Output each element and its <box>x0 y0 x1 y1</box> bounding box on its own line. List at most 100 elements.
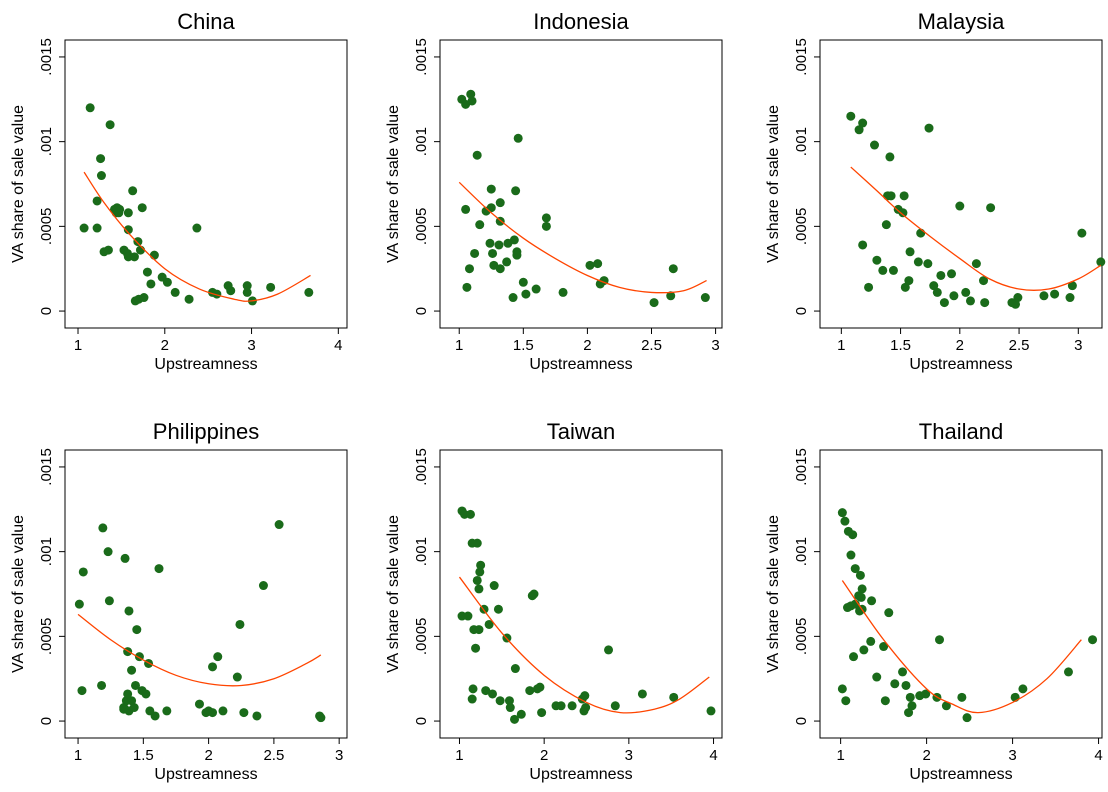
point <box>879 642 889 652</box>
y-tick-label: .001 <box>793 537 810 566</box>
point <box>485 238 495 248</box>
point <box>901 680 911 690</box>
point <box>923 259 933 269</box>
y-tick-label: 0 <box>38 717 55 725</box>
y-axis-label: VA share of sale value <box>385 105 402 263</box>
point <box>150 711 160 721</box>
x-axis-label: Upstreamness <box>529 766 632 783</box>
y-tick-label: .001 <box>793 127 810 156</box>
point <box>142 267 152 277</box>
point <box>886 191 896 201</box>
x-tick-label: 1.5 <box>890 337 911 354</box>
point <box>133 237 143 247</box>
point <box>242 281 252 291</box>
point <box>123 689 133 699</box>
point <box>971 259 981 269</box>
point <box>884 608 894 618</box>
y-tick-label: .0015 <box>38 448 55 486</box>
point <box>965 296 975 306</box>
x-tick-label: 4 <box>709 747 717 764</box>
point <box>127 696 137 706</box>
point <box>961 287 971 297</box>
point <box>85 103 95 113</box>
point <box>127 665 137 675</box>
point <box>123 208 133 218</box>
point <box>476 560 486 570</box>
panel: Philippines Upstreamness VA share of sale … <box>10 419 348 783</box>
point <box>904 276 914 286</box>
x-axis-label: Upstreamness <box>909 356 1012 373</box>
point <box>1063 667 1073 677</box>
point <box>890 679 900 689</box>
point <box>856 592 866 602</box>
point <box>146 279 156 289</box>
point <box>581 703 591 713</box>
point <box>866 636 876 646</box>
point <box>949 291 959 301</box>
point <box>1018 684 1028 694</box>
point <box>556 701 566 711</box>
point <box>162 277 172 287</box>
point <box>888 265 898 275</box>
point <box>941 701 951 711</box>
point <box>848 530 858 540</box>
point <box>962 713 972 723</box>
panel-title: Philippines <box>153 419 259 444</box>
point <box>518 277 528 287</box>
point <box>461 204 471 214</box>
point <box>463 611 473 621</box>
point <box>139 293 149 303</box>
point <box>706 706 716 716</box>
point <box>98 523 108 533</box>
point <box>867 596 877 606</box>
point <box>104 596 114 606</box>
panel: Indonesia Upstreamness VA share of sale va… <box>385 9 723 373</box>
point <box>916 228 926 238</box>
point <box>511 186 521 196</box>
x-tick-label: 3 <box>625 747 633 764</box>
point <box>495 264 505 274</box>
point <box>880 696 890 706</box>
point <box>232 672 242 682</box>
plot-frame <box>64 449 348 739</box>
y-tick-label: .001 <box>38 127 55 156</box>
point <box>649 298 659 308</box>
point <box>939 298 949 308</box>
y-tick-label: .0005 <box>38 618 55 656</box>
point <box>137 203 147 213</box>
point <box>610 701 620 711</box>
point <box>489 581 499 591</box>
point <box>913 257 923 267</box>
point <box>468 684 478 694</box>
y-tick-label: 0 <box>38 307 55 315</box>
point <box>510 664 520 674</box>
point <box>872 672 882 682</box>
x-tick-label: 3 <box>711 337 719 354</box>
point <box>537 708 547 718</box>
point <box>593 259 603 269</box>
point <box>132 625 142 635</box>
point <box>841 696 851 706</box>
point <box>905 692 915 702</box>
fit-line <box>458 576 710 714</box>
point <box>979 276 989 286</box>
point <box>1013 293 1023 303</box>
point <box>77 686 87 696</box>
x-tick-label: 3 <box>1074 337 1082 354</box>
point <box>898 208 908 218</box>
point <box>170 287 180 297</box>
x-tick-label: 1 <box>836 747 844 764</box>
point <box>475 220 485 230</box>
point <box>855 570 865 580</box>
panel-title: Taiwan <box>547 419 615 444</box>
x-axis-label: Upstreamness <box>909 766 1012 783</box>
point <box>512 250 522 260</box>
point <box>567 701 577 711</box>
plot-frame <box>439 39 723 329</box>
point <box>472 150 482 160</box>
point <box>239 708 249 718</box>
point <box>668 264 678 274</box>
y-tick-label: .0005 <box>413 618 430 656</box>
plot-frame <box>64 39 348 329</box>
